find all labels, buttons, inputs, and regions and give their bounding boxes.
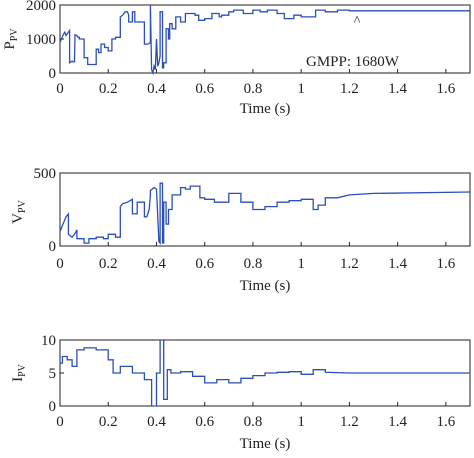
y-tick-label: 1000 (26, 32, 56, 48)
x-tick-label: 0.2 (99, 414, 118, 430)
x-tick-label: 0.4 (147, 256, 166, 272)
x-tick-label: 0.6 (195, 414, 214, 430)
panel-voltage: VPV Time (s) 0 0.2 0.4 0.6 0.8 1 1.2 1.4 1.6 0 50… (10, 166, 471, 294)
x-tick-label: 0.2 (99, 81, 118, 97)
y-tick-label: 2000 (26, 0, 56, 14)
panel-power: PPV Time (s) GMPP: 1680W ^ 0 0.2 0.4 0.6 0.8… (2, 0, 471, 117)
x-tick-label: 0 (56, 256, 64, 272)
x-tick-label: 1.2 (340, 414, 359, 430)
series-line (60, 339, 470, 407)
y-tick-label: 0 (49, 399, 57, 415)
x-tick-label: 0.2 (99, 256, 118, 272)
x-tick-label: 1.4 (388, 256, 407, 272)
x-tick-label: 1.6 (437, 81, 456, 97)
y-tick-label: 0 (49, 66, 57, 82)
plot-frame (59, 172, 471, 247)
x-tick-label: 1 (297, 414, 305, 430)
y-ticks: 0 1000 2000 (26, 0, 64, 82)
caret-marker: ^ (354, 14, 361, 29)
x-tick-label: 1.4 (388, 414, 407, 430)
panel-current: IPV Time (s) 0 0.2 0.4 0.6 0.8 1 1.2 1.4 1.6 0 5 1… (10, 333, 471, 452)
x-tick-label: 0.6 (195, 81, 214, 97)
gmpp-annotation: GMPP: 1680W (306, 54, 400, 70)
x-tick-label: 0.8 (244, 256, 263, 272)
y-tick-label: 5 (49, 366, 57, 382)
x-tick-label: 0 (56, 414, 64, 430)
x-ticks: 0 0.2 0.4 0.6 0.8 1 1.2 1.4 1.6 (56, 402, 456, 430)
y-axis-label: PPV (2, 28, 20, 50)
x-tick-label: 1.6 (437, 414, 456, 430)
y-tick-label: 500 (34, 166, 57, 182)
x-tick-label: 1.2 (340, 256, 359, 272)
plot-frame (59, 4, 471, 74)
x-tick-label: 0.8 (244, 81, 263, 97)
x-tick-label: 1.6 (437, 256, 456, 272)
series-line (59, 4, 470, 76)
x-ticks: 0 0.2 0.4 0.6 0.8 1 1.2 1.4 1.6 (56, 69, 456, 97)
x-tick-label: 0.6 (195, 256, 214, 272)
series-line (59, 182, 471, 245)
y-axis-label: VPV (10, 199, 28, 223)
y-tick-label: 10 (41, 333, 56, 349)
x-tick-label: 0.4 (147, 414, 166, 430)
x-tick-label: 1 (297, 256, 305, 272)
y-ticks: 0 500 (34, 166, 64, 255)
y-axis-label: IPV (10, 363, 28, 382)
x-axis-label: Time (s) (240, 278, 291, 294)
x-tick-label: 0 (56, 81, 64, 97)
x-ticks: 0 0.2 0.4 0.6 0.8 1 1.2 1.4 1.6 (56, 242, 456, 272)
x-axis-label: Time (s) (240, 101, 291, 117)
x-tick-label: 0.8 (244, 414, 263, 430)
y-tick-label: 0 (49, 239, 57, 255)
x-tick-label: 1.2 (340, 81, 359, 97)
x-tick-label: 1.4 (388, 81, 407, 97)
x-tick-label: 0.4 (147, 81, 166, 97)
x-axis-label: Time (s) (240, 436, 291, 452)
x-tick-label: 1 (297, 81, 305, 97)
y-ticks: 0 5 10 (41, 333, 64, 415)
